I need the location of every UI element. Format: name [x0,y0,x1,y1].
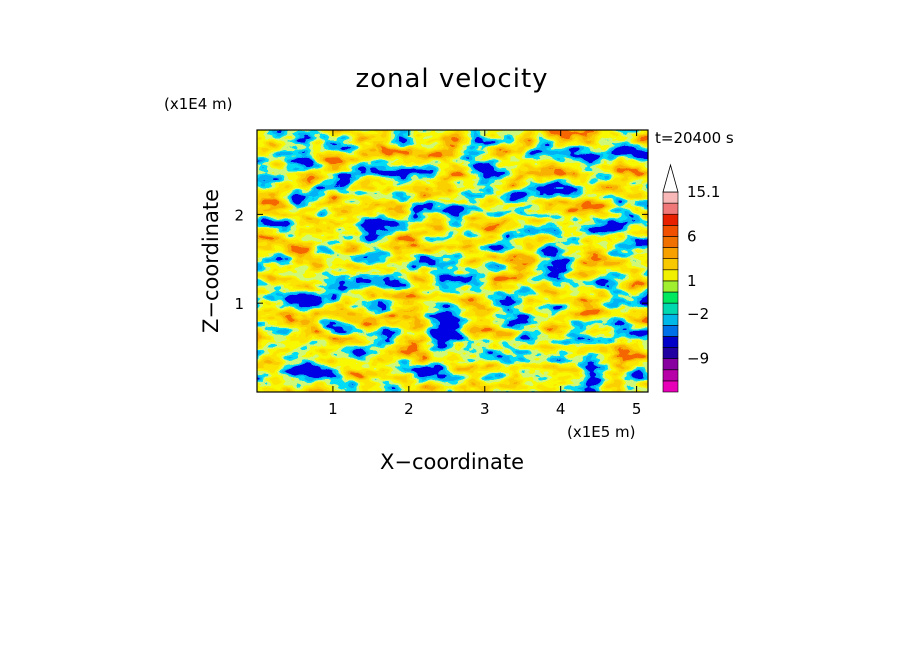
colorbar-label: −2 [687,305,709,323]
y-ticks: 12 [234,206,648,313]
colorbar-segment [662,380,679,393]
colorbar-segment [662,358,679,371]
colorbar-extend-arrow [662,163,679,193]
chart-title: zonal velocity [355,64,548,94]
colorbar-segment [662,225,679,237]
colorbar-segment [662,325,679,337]
colorbar-segment [662,191,679,204]
x-tick-label: 4 [556,400,566,418]
colorbar-segment [662,202,679,215]
colorbar-segment [662,313,679,326]
y-unit-label: (x1E4 m) [164,95,233,113]
x-tick-label: 2 [404,400,414,418]
colorbar-segment [662,213,679,226]
x-unit-label: (x1E5 m) [567,423,636,441]
y-tick-label: 1 [234,295,244,313]
colorbar-segment [662,258,679,271]
x-tick-label: 3 [480,400,490,418]
contour-field [257,130,648,392]
colorbar-label: −9 [687,350,709,368]
x-tick-label: 1 [328,400,338,418]
time-label: t=20400 s [655,129,734,147]
colorbar: 15.1 6 1 −2 −9 [662,163,720,393]
colorbar-segment [662,369,679,382]
colorbar-segment [662,236,679,248]
colorbar-segment [662,291,679,304]
colorbar-segment [662,302,679,315]
plot-frame [256,129,649,393]
colorbar-segment [662,269,679,282]
colorbar-label: 6 [687,227,697,245]
x-tick-label: 5 [632,400,642,418]
x-ticks: 1 2 3 4 5 [328,130,641,418]
colorbar-segment [662,336,679,348]
colorbar-segment [662,280,679,293]
x-axis-label: X−coordinate [380,450,524,474]
y-axis-label: Z−coordinate [199,189,223,333]
colorbar-label: 15.1 [687,183,720,201]
colorbar-label: 1 [687,272,697,290]
colorbar-segment [662,247,679,259]
colorbar-segment [662,347,679,359]
y-tick-label: 2 [234,206,244,224]
